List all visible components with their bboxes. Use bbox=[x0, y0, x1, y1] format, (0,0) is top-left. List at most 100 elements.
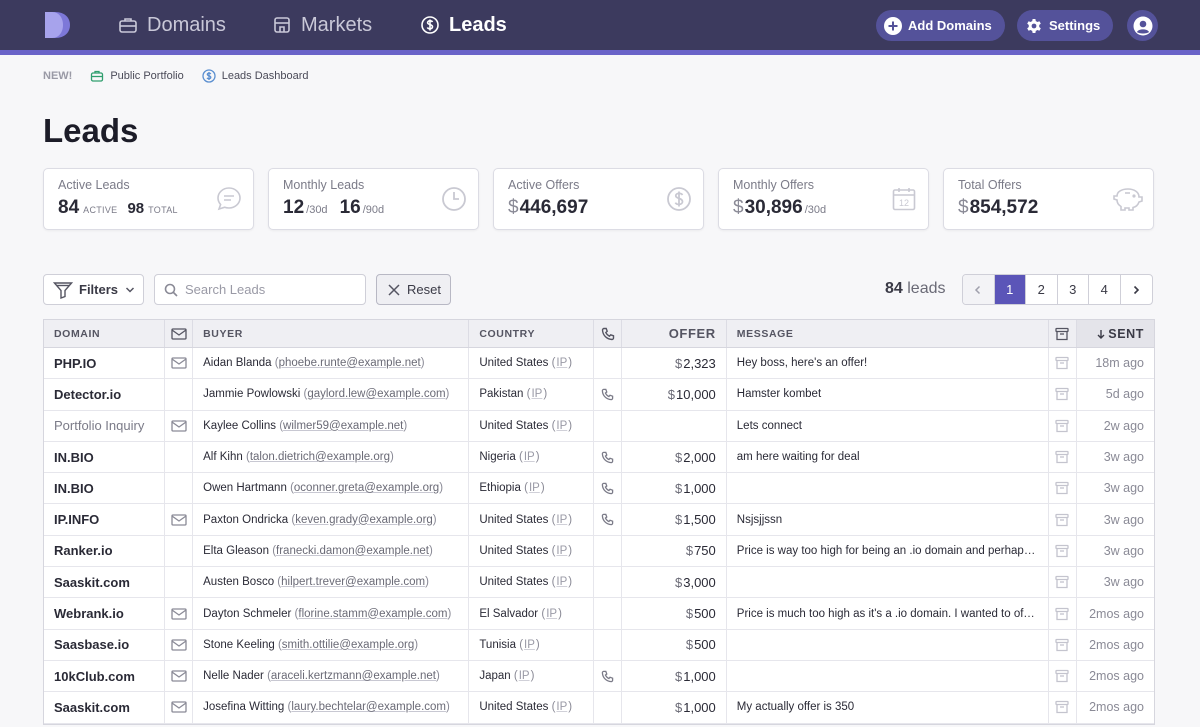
table-row[interactable]: Detector.io Jammie Powlowski (gaylord.lew… bbox=[44, 379, 1154, 411]
user-avatar-button[interactable] bbox=[1127, 10, 1158, 41]
ip-link[interactable]: IP bbox=[556, 576, 568, 589]
archive-cell[interactable] bbox=[1049, 567, 1077, 598]
page-button-4[interactable]: 4 bbox=[1089, 275, 1121, 304]
ip-link[interactable]: IP bbox=[556, 357, 568, 370]
message-cell[interactable]: Hey boss, here's an offer! bbox=[727, 348, 1049, 379]
domain-cell[interactable]: Webrank.io bbox=[44, 598, 165, 629]
table-row[interactable]: IP.INFO Paxton Ondricka (keven.grady@exam… bbox=[44, 504, 1154, 536]
buyer-email-link[interactable]: gaylord.lew@example.com bbox=[307, 388, 446, 401]
ip-link[interactable]: IP bbox=[531, 388, 543, 401]
phone-cell[interactable] bbox=[594, 660, 623, 692]
archive-cell[interactable] bbox=[1049, 629, 1077, 660]
message-cell[interactable]: My actually offer is 350 bbox=[727, 692, 1049, 723]
page-button-3[interactable]: 3 bbox=[1058, 275, 1089, 304]
ip-link[interactable]: IP bbox=[556, 419, 568, 432]
message-cell[interactable] bbox=[727, 567, 1049, 598]
col-mail[interactable] bbox=[165, 320, 194, 347]
domain-cell[interactable]: 10kClub.com bbox=[44, 660, 165, 692]
mail-cell[interactable] bbox=[165, 504, 194, 535]
ip-link[interactable]: IP bbox=[524, 638, 535, 651]
domain-cell[interactable]: Portfolio Inquiry bbox=[44, 410, 165, 441]
buyer-email-link[interactable]: hilpert.trever@example.com bbox=[281, 576, 426, 589]
buyer-email-link[interactable]: smith.ottilie@example.org bbox=[281, 638, 415, 651]
message-cell[interactable] bbox=[727, 629, 1049, 660]
phone-cell[interactable] bbox=[594, 379, 623, 410]
nav-markets[interactable]: Markets bbox=[272, 0, 372, 50]
domain-name[interactable]: Saaskit.com bbox=[54, 699, 130, 715]
page-button-2[interactable]: 2 bbox=[1026, 275, 1058, 304]
col-offer[interactable]: OFFER bbox=[622, 320, 727, 347]
mail-cell[interactable] bbox=[165, 692, 194, 723]
archive-cell[interactable] bbox=[1049, 379, 1077, 410]
message-cell[interactable]: Nsjsjjssn bbox=[727, 504, 1049, 535]
domain-name[interactable]: 10kClub.com bbox=[54, 668, 135, 684]
message-cell[interactable]: Price is way too high for being an .io d… bbox=[727, 535, 1049, 567]
search-box[interactable] bbox=[154, 274, 366, 305]
domain-cell[interactable]: PHP.IO bbox=[44, 348, 165, 379]
domain-cell[interactable]: Detector.io bbox=[44, 379, 165, 410]
domain-name[interactable]: Saasbase.io bbox=[54, 637, 130, 653]
buyer-email-link[interactable]: laury.bechtelar@example.com bbox=[291, 701, 446, 714]
ip-link[interactable]: IP bbox=[546, 607, 558, 620]
buyer-email-link[interactable]: phoebe.runte@example.net bbox=[278, 357, 421, 370]
logo-icon[interactable] bbox=[43, 11, 71, 39]
domain-name[interactable]: IN.BIO bbox=[54, 480, 94, 496]
domain-name[interactable]: Ranker.io bbox=[54, 543, 113, 559]
archive-cell[interactable] bbox=[1049, 441, 1077, 473]
domain-name[interactable]: IN.BIO bbox=[54, 449, 94, 465]
domain-cell[interactable]: Ranker.io bbox=[44, 535, 165, 567]
buyer-email-link[interactable]: florine.stamm@example.com bbox=[298, 607, 448, 620]
prev-page-button[interactable] bbox=[963, 275, 995, 304]
domain-cell[interactable]: Saaskit.com bbox=[44, 567, 165, 598]
page-button-1[interactable]: 1 bbox=[994, 275, 1026, 304]
ip-link[interactable]: IP bbox=[556, 544, 568, 557]
public-portfolio-link[interactable]: Public Portfolio bbox=[90, 69, 184, 83]
message-cell[interactable] bbox=[727, 473, 1049, 504]
table-row[interactable]: Webrank.io Dayton Schmeler (florine.stamm… bbox=[44, 598, 1154, 630]
search-input[interactable] bbox=[185, 282, 355, 297]
archive-cell[interactable] bbox=[1049, 410, 1077, 441]
ip-link[interactable]: IP bbox=[556, 513, 568, 526]
nav-domains[interactable]: Domains bbox=[118, 0, 226, 50]
table-row[interactable]: Saaskit.com Austen Bosco (hilpert.trever@… bbox=[44, 567, 1154, 599]
ip-link[interactable]: IP bbox=[556, 701, 568, 714]
domain-name[interactable]: Detector.io bbox=[54, 386, 122, 402]
message-cell[interactable]: Lets connect bbox=[727, 410, 1049, 441]
message-cell[interactable]: Hamster kombet bbox=[727, 379, 1049, 410]
domain-name[interactable]: Saaskit.com bbox=[54, 574, 130, 590]
archive-cell[interactable] bbox=[1049, 473, 1077, 504]
domain-cell[interactable]: IP.INFO bbox=[44, 504, 165, 535]
table-row[interactable]: PHP.IO Aidan Blanda (phoebe.runte@example… bbox=[44, 348, 1154, 380]
nav-leads[interactable]: Leads bbox=[420, 0, 507, 50]
domain-cell[interactable]: IN.BIO bbox=[44, 473, 165, 504]
phone-cell[interactable] bbox=[594, 441, 623, 473]
table-row[interactable]: Saasbase.io Stone Keeling (smith.ottilie@… bbox=[44, 629, 1154, 661]
col-archive[interactable] bbox=[1049, 320, 1077, 347]
buyer-email-link[interactable]: talon.dietrich@example.org bbox=[249, 451, 390, 464]
ip-link[interactable]: IP bbox=[523, 451, 535, 464]
buyer-email-link[interactable]: araceli.kertzmann@example.net bbox=[270, 670, 436, 683]
col-buyer[interactable]: BUYER bbox=[193, 320, 470, 347]
message-cell[interactable]: am here waiting for deal bbox=[727, 441, 1049, 473]
table-row[interactable]: Ranker.io Elta Gleason (franecki.damon@ex… bbox=[44, 535, 1154, 568]
col-sent[interactable]: SENT bbox=[1076, 320, 1155, 347]
archive-cell[interactable] bbox=[1049, 692, 1077, 723]
domain-name[interactable]: PHP.IO bbox=[54, 355, 97, 371]
filters-button[interactable]: Filters bbox=[43, 274, 144, 305]
next-page-button[interactable] bbox=[1121, 275, 1153, 304]
table-row[interactable]: 10kClub.com Nelle Nader (araceli.kertzman… bbox=[44, 660, 1154, 693]
domain-name[interactable]: Portfolio Inquiry bbox=[54, 418, 145, 434]
leads-dashboard-link[interactable]: Leads Dashboard bbox=[202, 69, 309, 83]
col-phone[interactable] bbox=[594, 320, 623, 347]
mail-cell[interactable] bbox=[165, 598, 194, 629]
table-row[interactable]: IN.BIO Owen Hartmann (oconner.greta@examp… bbox=[44, 473, 1154, 505]
archive-cell[interactable] bbox=[1049, 598, 1077, 629]
buyer-email-link[interactable]: wilmer59@example.net bbox=[283, 419, 404, 432]
domain-name[interactable]: Webrank.io bbox=[54, 606, 124, 622]
col-message[interactable]: MESSAGE bbox=[727, 320, 1049, 347]
mail-cell[interactable] bbox=[165, 629, 194, 660]
message-cell[interactable] bbox=[727, 660, 1049, 692]
phone-cell[interactable] bbox=[594, 504, 623, 535]
ip-link[interactable]: IP bbox=[518, 670, 530, 683]
mail-cell[interactable] bbox=[165, 348, 194, 379]
